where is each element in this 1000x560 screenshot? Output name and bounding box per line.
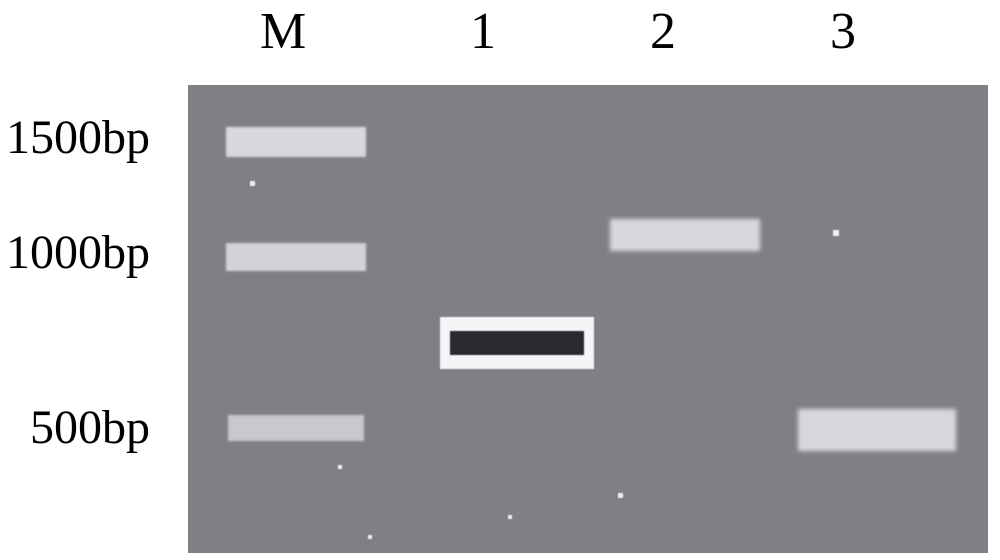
- gel-speck: [508, 515, 512, 519]
- ladder-band-1500: [226, 127, 366, 157]
- gel-speck: [368, 535, 372, 539]
- lane-label-2: 2: [650, 2, 676, 61]
- gel-speck: [250, 181, 255, 186]
- lane-label-3: 3: [830, 2, 856, 61]
- ladder-band-1000: [226, 243, 366, 271]
- sample-band-lane3: [798, 409, 956, 451]
- size-label-1500: 1500bp: [6, 110, 150, 165]
- gel-speck: [618, 493, 623, 498]
- sample-band-lane2: [610, 219, 760, 251]
- sample-band-lane1: [440, 317, 594, 369]
- ladder-band-500: [228, 415, 364, 441]
- gel-speck: [833, 230, 839, 236]
- size-label-500: 500bp: [30, 400, 150, 455]
- gel-image: [188, 85, 988, 553]
- gel-figure: M 1 2 3 1500bp 1000bp 500bp: [0, 0, 1000, 560]
- size-label-1000: 1000bp: [6, 225, 150, 280]
- gel-speck: [338, 465, 342, 469]
- lane-label-1: 1: [470, 2, 496, 61]
- lane-label-marker: M: [260, 2, 306, 61]
